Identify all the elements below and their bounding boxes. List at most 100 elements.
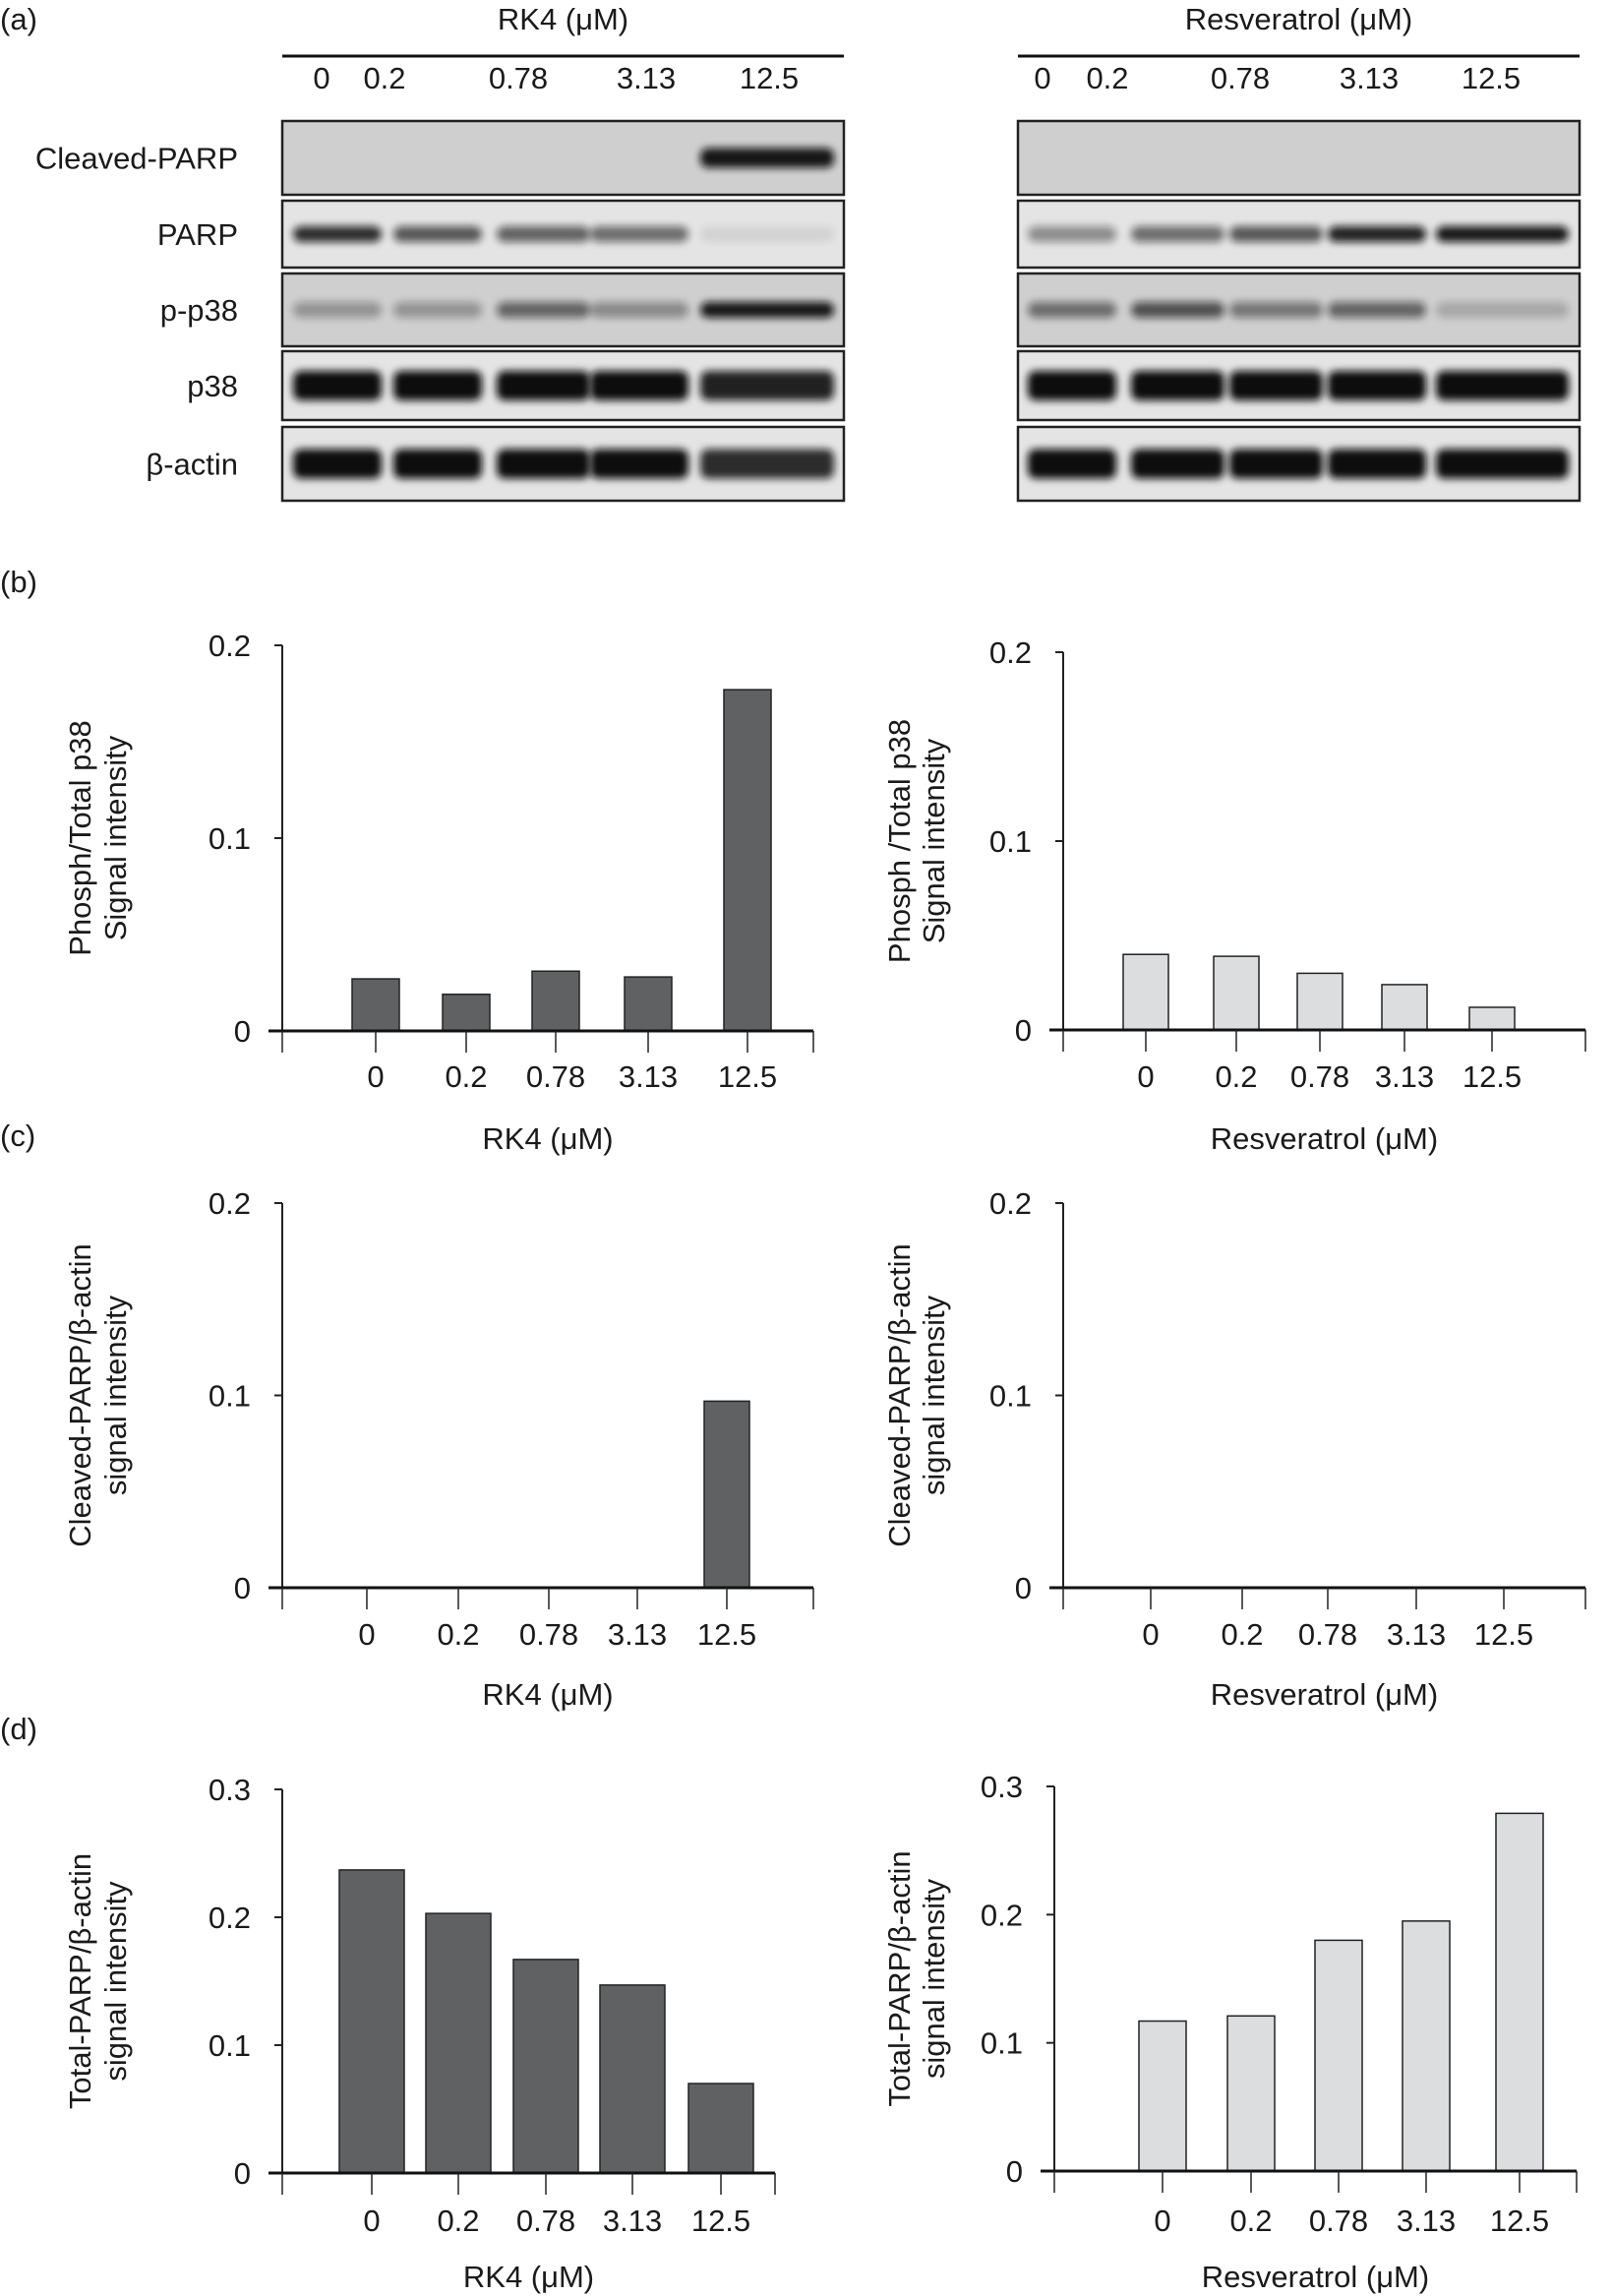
blot-band: [1328, 302, 1426, 318]
y-axis-title: Total-PARP/β-actin: [63, 1853, 97, 2109]
y-axis-title: signal intensity: [917, 1878, 951, 2079]
blot-band: [1229, 371, 1323, 400]
blot-band: [1028, 371, 1116, 400]
y-tick-label: 0.2: [989, 635, 1032, 670]
blot-row-label: p-p38: [160, 293, 238, 328]
bar-chart-4: 0 0.1 0.2 0.3 0 0.2 0.78 3.13 12.5 RK4 (μM) Total-…: [63, 1773, 776, 2294]
blot-band: [1328, 371, 1426, 400]
blot-row-label: p38: [187, 369, 238, 403]
y-tick-label: 0.1: [989, 1379, 1032, 1414]
x-tick-label: 0.2: [437, 1617, 479, 1652]
x-tick-label: 0.78: [516, 2204, 575, 2238]
x-tick-label: 3.13: [1397, 2204, 1456, 2238]
x-tick-label: 3.13: [603, 2204, 662, 2238]
blot-band: [293, 226, 382, 242]
bar: [1122, 953, 1169, 1031]
y-tick-label: 0.1: [209, 821, 251, 856]
x-tick-label: 0.2: [1221, 1617, 1263, 1652]
bar: [624, 976, 673, 1032]
y-axis-title: signal intensity: [917, 1295, 951, 1495]
blot-band: [1131, 371, 1224, 400]
x-tick-label: 0.2: [1229, 2204, 1272, 2238]
y-tick-label: 0: [234, 2156, 251, 2191]
blot-band: [293, 449, 382, 479]
blot-band: [1028, 302, 1116, 318]
x-tick-label: 3.13: [1375, 1059, 1434, 1094]
x-tick-label: 12.5: [1490, 2204, 1549, 2238]
bar: [1138, 2020, 1187, 2172]
blot-band: [1328, 449, 1426, 479]
blot-row-label: β-actin: [146, 448, 238, 482]
x-axis-title: RK4 (μM): [482, 1121, 613, 1156]
lane-label: 0.2: [363, 61, 405, 95]
y-tick-label: 0: [234, 1014, 251, 1049]
blot-band: [700, 226, 834, 242]
blot-band: [393, 302, 482, 318]
blot-band: [1328, 226, 1426, 242]
blot-band: [590, 449, 688, 479]
blot-band: [700, 371, 834, 400]
y-tick-label: 0.2: [989, 1186, 1032, 1221]
bar: [1213, 955, 1260, 1031]
lane-label: 3.13: [617, 61, 676, 95]
blot-strip: [1016, 119, 1582, 197]
x-tick-label: 0: [358, 1617, 375, 1652]
blot-band: [1436, 449, 1569, 479]
blot-band: [1229, 449, 1323, 479]
y-tick-label: 0: [1015, 1013, 1032, 1048]
blot-band: [1028, 226, 1116, 242]
y-axis-title: signal intensity: [98, 1881, 133, 2082]
bar-chart-2: 0 0.1 0.2 0 0.2 0.78 3.13 12.5 RK4 (μM) Cleaved-P…: [63, 1186, 814, 1712]
bar: [723, 689, 772, 1032]
lane-label: 0: [1034, 61, 1050, 95]
blot-band: [1229, 226, 1323, 242]
x-tick-label: 12.5: [697, 1617, 756, 1652]
x-axis-title: Resveratrol (μM): [1211, 1677, 1438, 1712]
y-tick-label: 0.1: [989, 824, 1032, 859]
bar: [512, 1959, 579, 2174]
y-tick-label: 0.1: [981, 2026, 1023, 2061]
bar: [351, 978, 400, 1032]
x-axis-title: RK4 (μM): [482, 1677, 613, 1712]
y-axis-title: Signal intensity: [98, 735, 133, 940]
y-tick-label: 0.1: [209, 2028, 251, 2063]
blot-band: [1131, 226, 1224, 242]
x-tick-label: 0.2: [445, 1059, 487, 1094]
y-tick-label: 0.2: [209, 629, 251, 663]
bar: [1381, 984, 1428, 1031]
bar: [599, 1984, 666, 2174]
y-axis-title: Cleaved-PARP/β-actin: [63, 1243, 97, 1546]
lane-label: 12.5: [740, 61, 799, 95]
blot-band: [700, 302, 834, 318]
x-tick-label: 0: [367, 1059, 384, 1094]
y-tick-label: 0.2: [209, 1186, 251, 1221]
blot-band: [1436, 371, 1569, 400]
x-tick-label: 0.78: [1309, 2204, 1368, 2238]
lane-label: 12.5: [1462, 61, 1521, 95]
bar: [703, 1400, 750, 1589]
x-axis-title: RK4 (μM): [463, 2260, 594, 2294]
blot-band: [497, 302, 590, 318]
blot-band: [1436, 226, 1569, 242]
blot-band: [293, 302, 382, 318]
x-tick-label: 12.5: [718, 1059, 777, 1094]
bar: [1402, 1920, 1451, 2172]
x-tick-label: 3.13: [608, 1617, 667, 1652]
panel-label-a: (a): [0, 2, 37, 36]
panel-label-b: (b): [0, 565, 37, 599]
blot-band: [1131, 449, 1224, 479]
blot-band: [393, 226, 482, 242]
blot-band: [497, 226, 590, 242]
blot-band: [1436, 302, 1569, 318]
x-tick-label: 0.78: [526, 1059, 585, 1094]
blot-band: [700, 449, 834, 479]
bar: [442, 994, 491, 1032]
blot-band: [590, 371, 688, 400]
blot-group-title: RK4 (μM): [498, 2, 628, 36]
bar: [1226, 2015, 1276, 2172]
y-axis-title: signal intensity: [98, 1295, 133, 1495]
x-tick-label: 0.2: [437, 2204, 479, 2238]
blot-band: [393, 371, 482, 400]
x-tick-label: 12.5: [1463, 1059, 1522, 1094]
